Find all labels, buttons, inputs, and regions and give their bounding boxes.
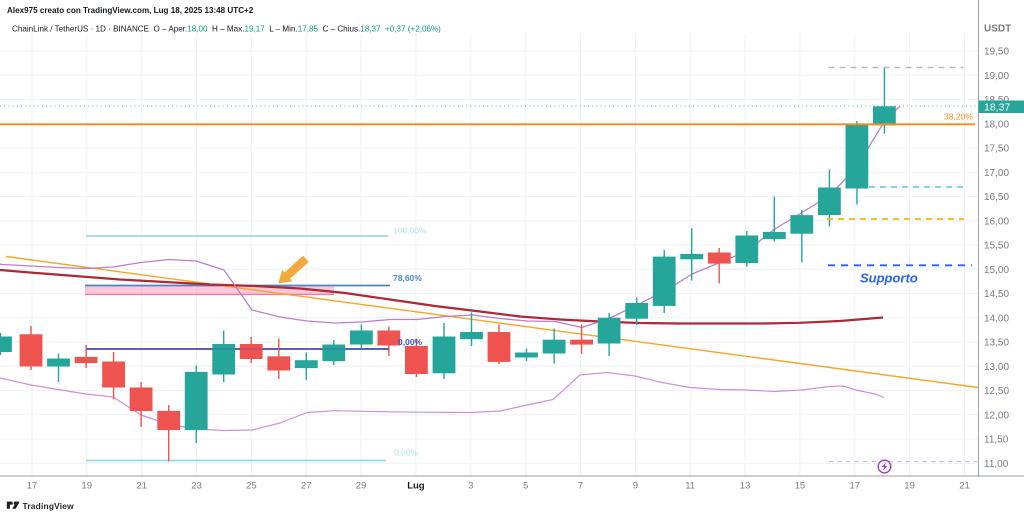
svg-text:17,50: 17,50 bbox=[984, 144, 1009, 155]
svg-text:0,00%: 0,00% bbox=[394, 448, 419, 458]
svg-text:25: 25 bbox=[246, 481, 257, 492]
svg-text:USDT: USDT bbox=[984, 24, 1011, 35]
svg-text:100,00%: 100,00% bbox=[393, 226, 427, 236]
svg-text:9: 9 bbox=[633, 481, 638, 492]
svg-text:5: 5 bbox=[523, 481, 528, 492]
svg-text:14,00: 14,00 bbox=[984, 313, 1009, 324]
svg-text:17,00: 17,00 bbox=[984, 168, 1009, 179]
svg-text:11,00: 11,00 bbox=[984, 459, 1009, 470]
svg-text:7: 7 bbox=[578, 481, 583, 492]
svg-text:Supporto: Supporto bbox=[860, 271, 918, 286]
svg-text:12,00: 12,00 bbox=[984, 410, 1009, 421]
svg-text:15,50: 15,50 bbox=[984, 241, 1009, 252]
svg-text:19: 19 bbox=[904, 481, 915, 492]
svg-text:17: 17 bbox=[27, 481, 38, 492]
svg-text:3: 3 bbox=[468, 481, 473, 492]
svg-text:13,50: 13,50 bbox=[984, 338, 1009, 349]
svg-text:29: 29 bbox=[356, 481, 367, 492]
svg-text:21: 21 bbox=[136, 481, 147, 492]
svg-text:ChainLink / TetherUS · 1D · BI: ChainLink / TetherUS · 1D · BINANCE O – … bbox=[12, 24, 441, 33]
svg-text:12,50: 12,50 bbox=[984, 386, 1009, 397]
svg-text:13,00: 13,00 bbox=[984, 362, 1009, 373]
svg-text:19,50: 19,50 bbox=[984, 47, 1009, 58]
svg-text:21: 21 bbox=[959, 481, 970, 492]
svg-text:27: 27 bbox=[301, 481, 312, 492]
svg-text:16,00: 16,00 bbox=[984, 216, 1009, 227]
svg-text:14,50: 14,50 bbox=[984, 289, 1009, 300]
svg-text:18,37: 18,37 bbox=[984, 101, 1010, 113]
svg-text:15,00: 15,00 bbox=[984, 265, 1009, 276]
svg-text:19: 19 bbox=[82, 481, 93, 492]
svg-text:38,20%: 38,20% bbox=[944, 112, 973, 122]
svg-text:15: 15 bbox=[795, 481, 806, 492]
svg-text:19,00: 19,00 bbox=[984, 71, 1009, 82]
svg-text:0,00%: 0,00% bbox=[398, 337, 423, 347]
svg-text:23: 23 bbox=[191, 481, 202, 492]
svg-text:Lug: Lug bbox=[407, 481, 425, 492]
svg-text:17: 17 bbox=[850, 481, 861, 492]
svg-text:16,50: 16,50 bbox=[984, 192, 1009, 203]
svg-text:78,60%: 78,60% bbox=[393, 273, 422, 283]
svg-text:TradingView: TradingView bbox=[23, 501, 75, 511]
svg-text:Alex975 creato con TradingView: Alex975 creato con TradingView.com, Lug … bbox=[7, 6, 254, 15]
svg-text:13: 13 bbox=[740, 481, 751, 492]
svg-text:18,00: 18,00 bbox=[984, 119, 1009, 130]
svg-text:11,50: 11,50 bbox=[984, 435, 1009, 446]
svg-text:11: 11 bbox=[685, 481, 695, 492]
